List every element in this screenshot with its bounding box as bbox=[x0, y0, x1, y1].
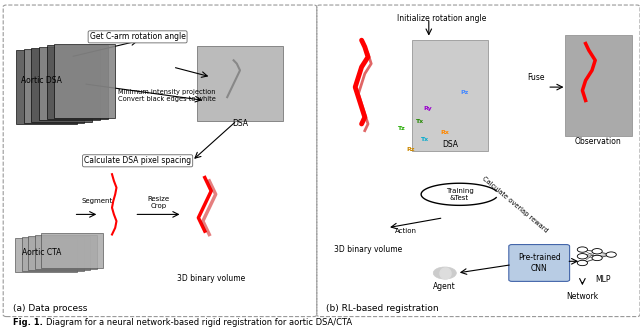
Text: Tx: Tx bbox=[415, 119, 423, 124]
Text: 3D binary volume: 3D binary volume bbox=[334, 245, 402, 254]
FancyBboxPatch shape bbox=[28, 236, 90, 270]
Text: Fig. 1.: Fig. 1. bbox=[13, 318, 43, 327]
Text: Aortic CTA: Aortic CTA bbox=[22, 249, 61, 257]
Text: Observation: Observation bbox=[575, 137, 622, 146]
Circle shape bbox=[577, 254, 588, 259]
Bar bbox=[31, 48, 92, 122]
Circle shape bbox=[606, 252, 616, 257]
Bar bbox=[54, 44, 115, 118]
FancyBboxPatch shape bbox=[565, 35, 632, 136]
Text: DSA: DSA bbox=[232, 120, 248, 128]
Bar bbox=[24, 49, 84, 123]
Text: Rx: Rx bbox=[440, 130, 449, 135]
Text: Pz: Pz bbox=[461, 90, 468, 94]
Text: Pre-trained
CNN: Pre-trained CNN bbox=[518, 253, 561, 273]
Text: Network: Network bbox=[566, 292, 598, 301]
Circle shape bbox=[433, 267, 456, 279]
FancyBboxPatch shape bbox=[35, 234, 97, 269]
Circle shape bbox=[577, 247, 588, 252]
Text: Tx: Tx bbox=[420, 137, 428, 141]
FancyBboxPatch shape bbox=[412, 40, 488, 151]
FancyBboxPatch shape bbox=[509, 245, 570, 281]
Text: 3D binary volume: 3D binary volume bbox=[177, 274, 245, 282]
Text: Rz: Rz bbox=[406, 147, 415, 151]
Circle shape bbox=[592, 249, 602, 254]
Text: MLP: MLP bbox=[595, 275, 611, 284]
Text: DSA: DSA bbox=[442, 140, 458, 149]
Text: (a) Data process: (a) Data process bbox=[13, 304, 87, 313]
FancyBboxPatch shape bbox=[15, 238, 77, 272]
Bar bbox=[47, 46, 108, 119]
Text: Tz: Tz bbox=[397, 127, 405, 131]
FancyBboxPatch shape bbox=[41, 233, 103, 268]
Text: Initialize rotation angle: Initialize rotation angle bbox=[397, 14, 486, 23]
Text: Ry: Ry bbox=[423, 107, 432, 111]
Bar bbox=[16, 50, 77, 124]
Text: Agent: Agent bbox=[433, 282, 456, 291]
Text: Get C-arm rotation angle: Get C-arm rotation angle bbox=[90, 32, 186, 41]
Text: (b) RL-based registration: (b) RL-based registration bbox=[326, 304, 439, 313]
Text: Action: Action bbox=[396, 228, 417, 234]
Bar bbox=[39, 47, 100, 120]
Text: Minimum intensity projection
Convert black edges to white: Minimum intensity projection Convert bla… bbox=[118, 89, 216, 102]
Circle shape bbox=[577, 260, 588, 266]
Text: Resize
Crop: Resize Crop bbox=[148, 196, 170, 209]
Text: Calculate DSA pixel spacing: Calculate DSA pixel spacing bbox=[84, 156, 191, 165]
Text: Diagram for a neural network-based rigid registration for aortic DSA/CTA: Diagram for a neural network-based rigid… bbox=[46, 318, 352, 327]
FancyBboxPatch shape bbox=[197, 46, 283, 121]
Circle shape bbox=[592, 255, 602, 261]
Text: Aortic DSA: Aortic DSA bbox=[21, 76, 62, 85]
FancyBboxPatch shape bbox=[22, 237, 84, 271]
Text: Segment: Segment bbox=[82, 198, 113, 204]
Text: Training
&Test: Training &Test bbox=[445, 188, 474, 201]
Text: Calculate overlap reward: Calculate overlap reward bbox=[481, 175, 549, 233]
Text: Fuse: Fuse bbox=[527, 73, 545, 81]
